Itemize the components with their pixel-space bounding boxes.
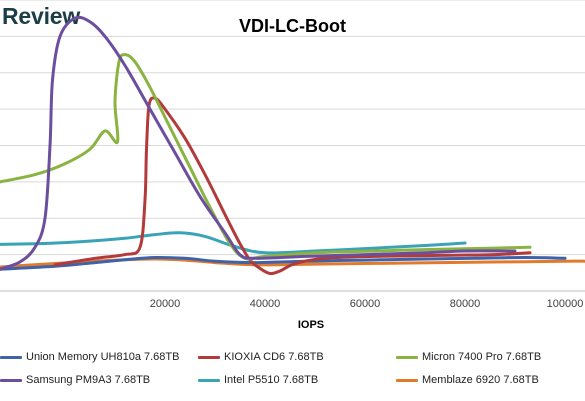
series-line-kioxia-cd6-7-68tb [53, 96, 532, 276]
x-axis-title: IOPS [298, 319, 324, 331]
legend-label: Samsung PM9A3 7.68TB [26, 374, 151, 386]
series-line-micron-7400-pro-7-68tb [0, 53, 532, 261]
x-tick-label-0: 20000 [150, 298, 181, 310]
series-lines [0, 15, 585, 276]
legend-item-micron-7400-pro-7-68tb: Micron 7400 Pro 7.68TB [396, 351, 541, 363]
legend-item-memblaze-6920-7-68tb: Memblaze 6920 7.68TB [396, 374, 539, 386]
x-tick-label-2: 60000 [350, 298, 381, 310]
legend-swatch [198, 378, 220, 382]
legend-label: KIOXIA CD6 7.68TB [224, 351, 324, 363]
legend-label: Micron 7400 Pro 7.68TB [422, 351, 542, 363]
legend-label: Memblaze 6920 7.68TB [422, 374, 539, 386]
x-tick-label-3: 80000 [450, 298, 481, 310]
legend-item-intel-p5510-7-68tb: Intel P5510 7.68TB [198, 374, 318, 386]
legend-swatch [198, 355, 220, 359]
series-line-samsung-pm9a3-7-68tb [0, 15, 517, 271]
series-line-union-memory-uh810a-7-68tb [0, 255, 567, 271]
legend-label: Union Memory UH810a 7.68TB [26, 351, 180, 363]
legend-swatch [0, 355, 22, 359]
legend-item-samsung-pm9a3-7-68tb: Samsung PM9A3 7.68TB [0, 374, 150, 386]
x-tick-label-4: 100000 [547, 298, 584, 310]
legend-swatch [396, 378, 418, 382]
chart-title: VDI-LC-Boot [239, 16, 346, 36]
legend-swatch [0, 378, 22, 382]
legend-item-union-memory-uh810a-7-68tb: Union Memory UH810a 7.68TB [0, 351, 179, 363]
series-line-intel-p5510-7-68tb [0, 231, 467, 255]
legend-swatch [396, 355, 418, 359]
legend-label: Intel P5510 7.68TB [224, 374, 319, 386]
x-tick-labels: 20000 40000 60000 80000 100000 [150, 298, 584, 310]
legend-item-kioxia-cd6-7-68tb: KIOXIA CD6 7.68TB [198, 351, 324, 363]
x-tick-label-1: 40000 [250, 298, 281, 310]
legend: Union Memory UH810a 7.68TB KIOXIA CD6 7.6… [0, 347, 585, 397]
